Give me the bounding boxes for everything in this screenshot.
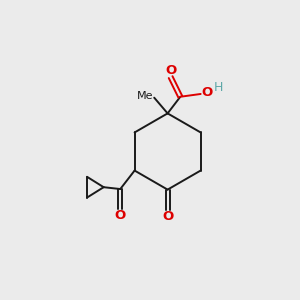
Text: Me: Me [137,91,154,101]
Text: H: H [213,81,223,94]
Text: O: O [165,64,176,77]
Text: O: O [162,210,173,223]
Text: O: O [202,86,213,99]
Text: O: O [115,209,126,222]
